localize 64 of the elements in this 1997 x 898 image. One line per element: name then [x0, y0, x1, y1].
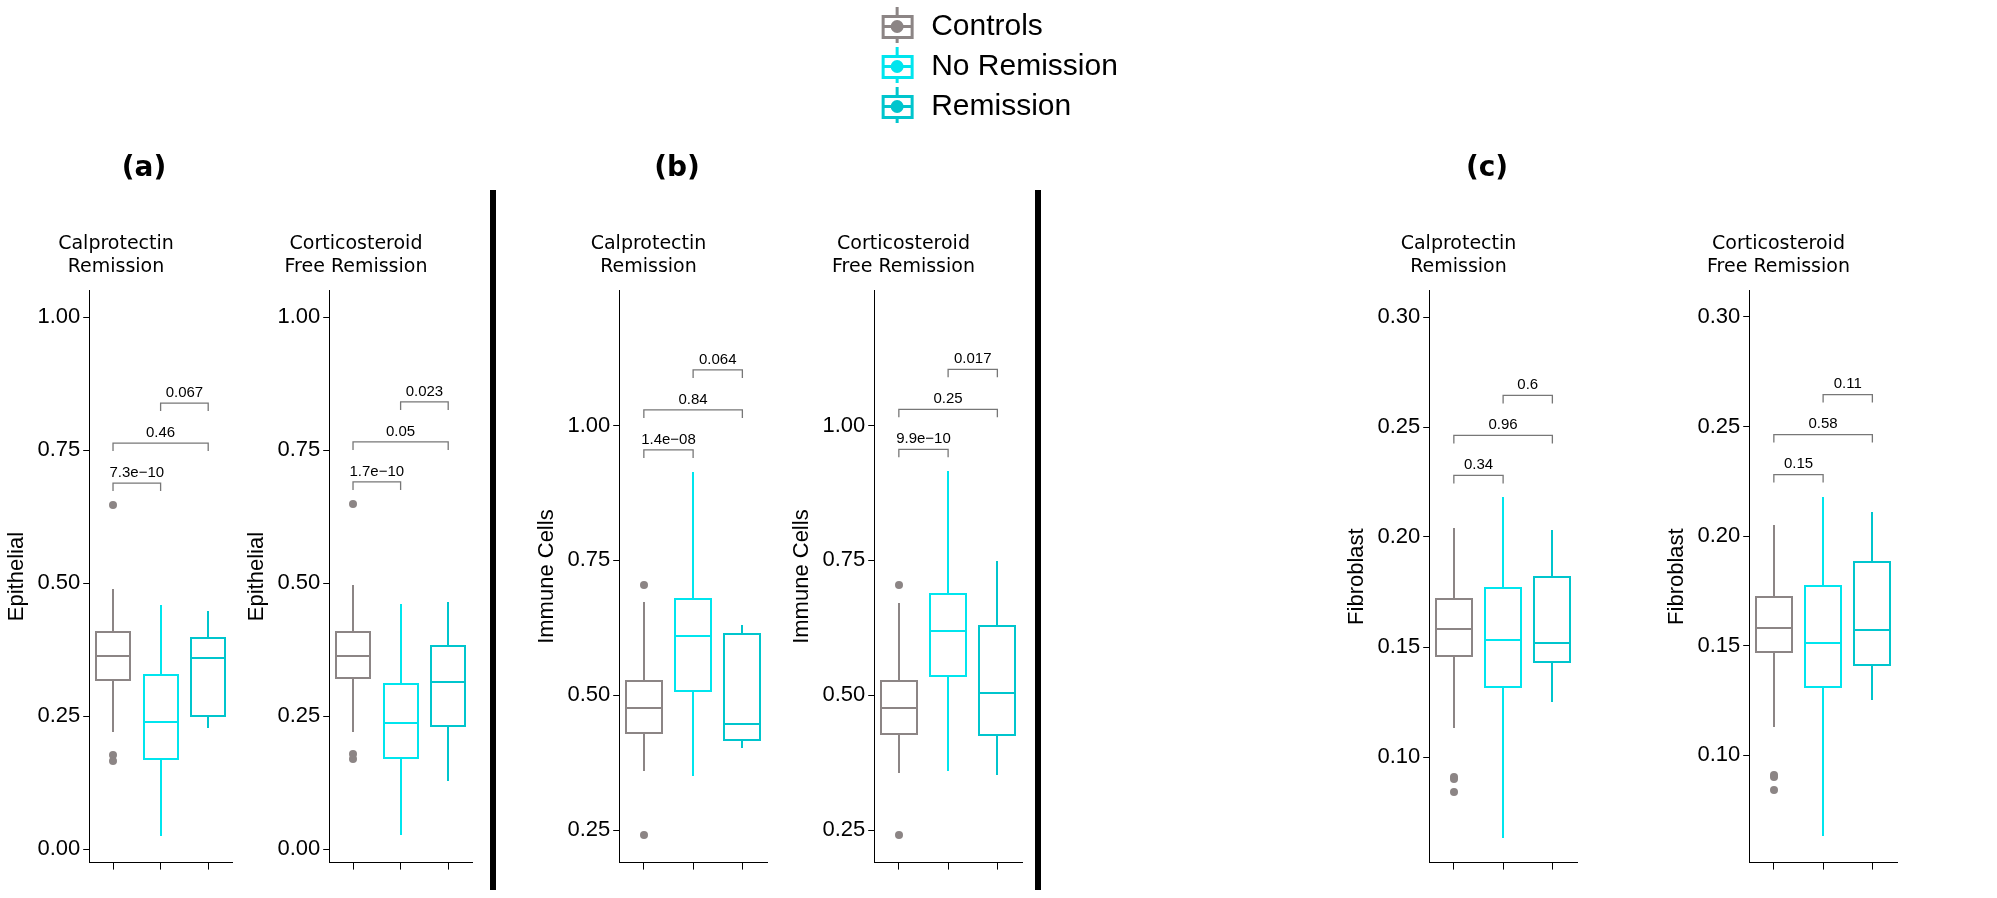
legend-label: Controls: [931, 8, 1043, 42]
y-axis-title: Immune Cells: [533, 509, 559, 644]
y-tick-label: 1.00: [822, 411, 866, 437]
y-axis-title: Epithelial: [243, 531, 269, 622]
y-tick-label: 0.50: [567, 681, 611, 707]
annotation: 0.84: [678, 389, 708, 407]
y-tick-label: 0.75: [277, 436, 321, 462]
annotation: 0.96: [1488, 415, 1518, 433]
annotation: 0.25: [933, 389, 963, 407]
y-tick-label: 0.20: [1697, 522, 1741, 548]
annotation: 0.58: [1808, 414, 1838, 432]
y-tick-label: 1.00: [37, 303, 81, 329]
annotation: 0.064: [698, 349, 737, 367]
y-tick-label: 0.15: [1377, 633, 1421, 659]
y-tick-label: 0.25: [1697, 412, 1741, 438]
y-axis-title: Epithelial: [3, 531, 29, 622]
chart-subtitle: Calprotectin Remission: [1400, 231, 1517, 277]
y-tick-label: 0.75: [822, 546, 866, 572]
chart-subtitle: Corticosteroid Free Remission: [832, 231, 975, 277]
chart-subtitle: Corticosteroid Free Remission: [1707, 231, 1850, 277]
chart-title: (a): [121, 150, 167, 183]
y-tick-label: 0.00: [277, 835, 321, 861]
y-tick-label: 1.00: [567, 411, 611, 437]
y-axis-title: Immune Cells: [788, 509, 814, 644]
y-tick-label: 0.10: [1377, 743, 1421, 769]
y-axis-title: Fibroblast: [1343, 528, 1369, 625]
y-tick-label: 0.50: [277, 569, 321, 595]
y-tick-label: 0.25: [567, 816, 611, 842]
annotation: 9.9e−10: [896, 429, 951, 447]
y-tick-label: 0.50: [822, 681, 866, 707]
chart-title: (c): [1465, 150, 1509, 183]
legend-label: Remission: [931, 88, 1072, 122]
annotation: 0.6: [1517, 375, 1539, 393]
chart-subtitle: Corticosteroid Free Remission: [284, 231, 428, 277]
annotation: 0.023: [405, 381, 444, 399]
y-tick-label: 0.75: [567, 546, 611, 572]
annotation: 0.11: [1833, 374, 1862, 392]
y-tick-label: 0.30: [1377, 303, 1421, 329]
y-tick-label: 0.50: [37, 569, 81, 595]
y-tick-label: 1.00: [277, 303, 321, 329]
y-tick-label: 0.00: [37, 835, 81, 861]
annotation: 0.46: [146, 422, 176, 440]
y-tick-label: 0.30: [1697, 302, 1741, 328]
y-tick-label: 0.75: [37, 436, 81, 462]
legend-label: No Remission: [931, 48, 1118, 82]
annotation: 7.3e−10: [109, 462, 165, 480]
chart-subtitle: Calprotectin Remission: [590, 231, 707, 277]
y-tick-label: 0.25: [1377, 413, 1421, 439]
chart-title: (b): [654, 150, 700, 183]
annotation: 0.017: [953, 349, 992, 367]
annotation: 0.05: [386, 421, 416, 439]
annotation: 1.4e−08: [641, 429, 696, 447]
y-tick-label: 0.25: [277, 702, 321, 728]
y-tick-label: 0.15: [1697, 631, 1741, 657]
y-tick-label: 0.25: [37, 702, 81, 728]
y-tick-label: 0.20: [1377, 523, 1421, 549]
chart-subtitle: Calprotectin Remission: [58, 231, 174, 277]
y-tick-label: 0.10: [1697, 741, 1741, 767]
annotation: 0.34: [1463, 455, 1494, 473]
y-tick-label: 0.25: [822, 816, 866, 842]
annotation: 0.067: [165, 382, 204, 400]
y-axis-title: Fibroblast: [1663, 528, 1689, 625]
annotation: 0.15: [1783, 454, 1814, 472]
annotation: 1.7e−10: [349, 461, 405, 479]
